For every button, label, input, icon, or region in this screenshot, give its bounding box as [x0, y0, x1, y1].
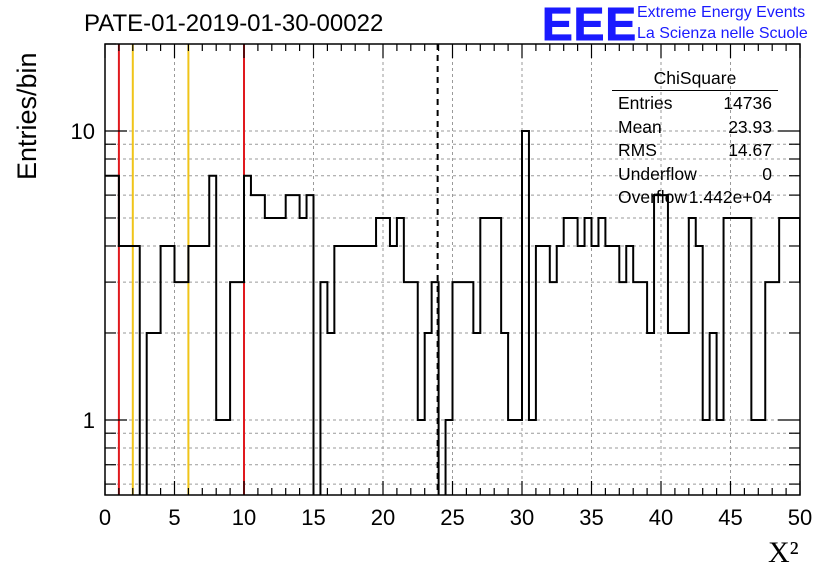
stats-title: ChiSquare [612, 68, 778, 91]
grid [105, 43, 800, 495]
y-tick-label: 10 [71, 119, 95, 144]
stats-value: 1.442e+04 [688, 187, 772, 207]
y-tick-label: 1 [83, 408, 95, 433]
x-tick-label: 5 [168, 505, 180, 530]
x-tick-label: 25 [440, 505, 464, 530]
x-tick-label: 50 [788, 505, 812, 530]
stats-key: Overflow [618, 187, 688, 207]
stats-key: RMS [618, 140, 657, 160]
stats-value: 23.93 [728, 116, 772, 137]
stats-row-underflow: Underflow 0 [612, 164, 778, 188]
stats-value: 14736 [723, 93, 772, 113]
stats-value: 14.67 [728, 140, 772, 160]
x-tick-label: 10 [232, 505, 256, 530]
axis-ticks: 0 5 10 15 20 25 30 35 40 45 50 1 10 [71, 43, 812, 530]
x-axis-label: X² [768, 536, 799, 569]
x-tick-label: 15 [301, 505, 325, 530]
histogram-line [105, 129, 800, 495]
x-tick-label: 0 [99, 505, 111, 530]
stats-row-entries: Entries 14736 [612, 93, 778, 117]
chart-title: PATE-01-2019-01-30-00022 [84, 10, 384, 37]
x-tick-label: 30 [510, 505, 534, 530]
stats-row-rms: RMS 14.67 [612, 140, 778, 164]
x-tick-label: 45 [718, 505, 742, 530]
histogram-series [105, 129, 800, 495]
stats-key: Underflow [618, 163, 697, 184]
x-tick-label: 35 [579, 505, 603, 530]
logo-line-1: Extreme Energy Events [637, 4, 806, 21]
stats-key: Entries [618, 93, 673, 113]
stats-row-mean: Mean 23.93 [612, 117, 778, 141]
stats-key: Mean [618, 116, 662, 137]
stats-box: ChiSquare Entries 14736 Mean 23.93 RMS 1… [612, 68, 778, 211]
x-tick-label: 20 [371, 505, 395, 530]
stats-row-overflow: Overflow 1.442e+04 [612, 187, 778, 211]
reference-lines [117, 44, 439, 495]
logo-line-2: La Scienza nelle Scuole [637, 25, 808, 42]
x-tick-label: 40 [649, 505, 673, 530]
eee-logo: EEE [541, 0, 638, 50]
y-axis-label: Entries/bin [12, 52, 42, 180]
stats-value: 0 [762, 163, 772, 184]
